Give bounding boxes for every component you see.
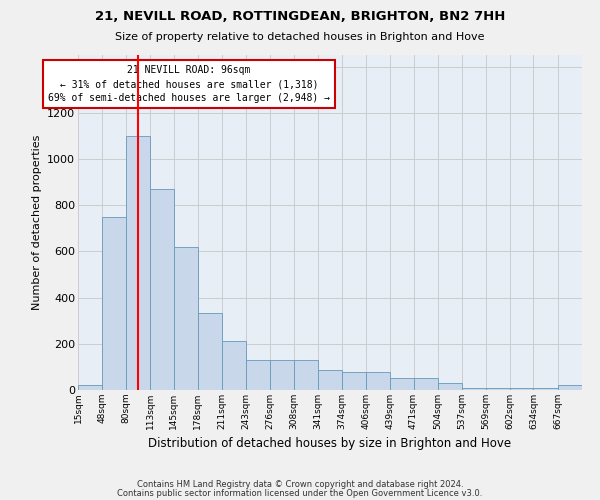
Bar	[150, 189, 173, 390]
Bar	[558, 386, 582, 390]
Text: 21, NEVILL ROAD, ROTTINGDEAN, BRIGHTON, BN2 7HH: 21, NEVILL ROAD, ROTTINGDEAN, BRIGHTON, …	[95, 10, 505, 23]
Bar	[222, 342, 246, 390]
Bar	[293, 360, 318, 390]
Bar	[318, 370, 342, 390]
Y-axis label: Number of detached properties: Number of detached properties	[32, 135, 41, 310]
Bar	[390, 378, 413, 390]
Bar	[485, 388, 510, 390]
X-axis label: Distribution of detached houses by size in Brighton and Hove: Distribution of detached houses by size …	[148, 438, 512, 450]
Bar	[246, 360, 270, 390]
Bar	[270, 360, 293, 390]
Bar	[126, 136, 150, 390]
Bar	[462, 388, 485, 390]
Bar	[438, 383, 462, 390]
Bar	[198, 312, 222, 390]
Bar	[102, 216, 126, 390]
Bar	[173, 247, 198, 390]
Text: Size of property relative to detached houses in Brighton and Hove: Size of property relative to detached ho…	[115, 32, 485, 42]
Text: 21 NEVILL ROAD: 96sqm
← 31% of detached houses are smaller (1,318)
69% of semi-d: 21 NEVILL ROAD: 96sqm ← 31% of detached …	[48, 65, 330, 103]
Bar	[413, 378, 438, 390]
Bar	[342, 372, 365, 390]
Text: Contains HM Land Registry data © Crown copyright and database right 2024.: Contains HM Land Registry data © Crown c…	[137, 480, 463, 489]
Bar	[510, 388, 533, 390]
Bar	[365, 372, 390, 390]
Bar	[78, 386, 102, 390]
Bar	[533, 388, 558, 390]
Text: Contains public sector information licensed under the Open Government Licence v3: Contains public sector information licen…	[118, 490, 482, 498]
